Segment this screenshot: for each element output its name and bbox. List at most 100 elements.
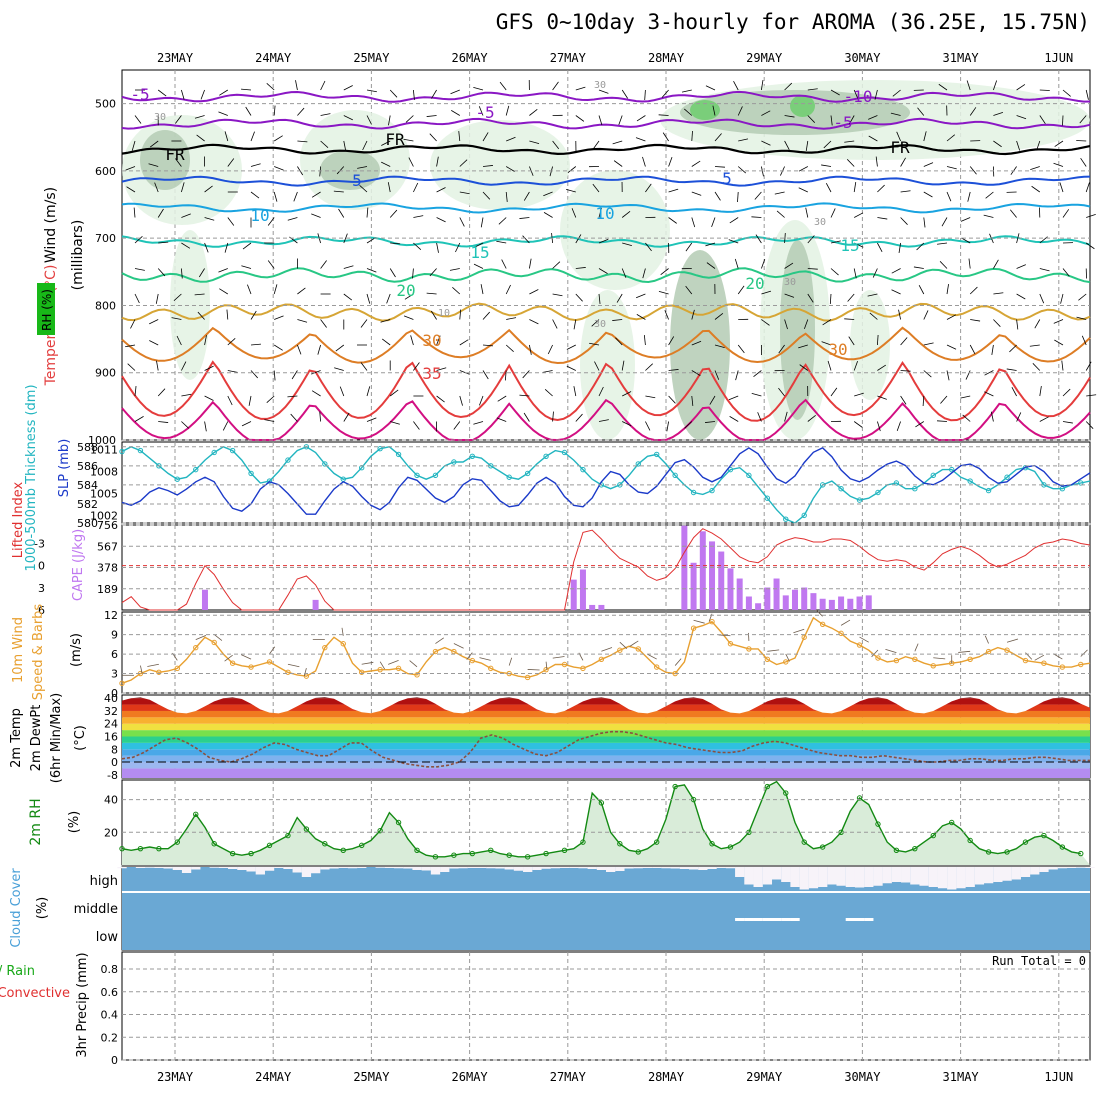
wind-barb — [1039, 416, 1049, 422]
wind-barb — [204, 217, 215, 221]
wind-barb — [898, 309, 901, 320]
rh2m-point — [395, 819, 402, 826]
wind-speed-point — [1041, 660, 1047, 666]
wind-barb — [200, 89, 205, 100]
cape-tick: 189 — [97, 583, 118, 596]
thickness-point — [469, 453, 476, 459]
cape-bar — [727, 568, 734, 610]
isotherm-line — [121, 90, 1091, 103]
wind-barb — [388, 115, 391, 126]
wind-barb — [807, 115, 816, 123]
wind-barb — [482, 370, 489, 380]
rh2m-point — [635, 849, 641, 855]
wind-tick: 6 — [111, 648, 118, 661]
rh2m-point — [358, 842, 365, 849]
wind-barb — [705, 85, 716, 91]
thickness-point — [414, 472, 420, 479]
ylabel-units: (millibars) — [70, 220, 86, 291]
wind-barb-10m — [1034, 654, 1045, 661]
cloud-high-gap — [735, 867, 745, 877]
wind-barb — [830, 89, 840, 96]
temp-band — [122, 698, 1090, 705]
wind-barb — [877, 242, 883, 253]
thickness-point — [266, 478, 273, 484]
cloud-high-gap — [1066, 867, 1077, 868]
wind-barb — [645, 363, 653, 371]
cape-bar — [312, 599, 319, 610]
cloud-high-gap — [301, 867, 312, 877]
wind-barb — [807, 88, 818, 91]
wind-barb — [807, 293, 814, 303]
wind-barb — [343, 265, 354, 269]
isotherm-line — [121, 175, 1091, 187]
wind-barb — [961, 237, 971, 244]
wind-barb — [436, 367, 447, 371]
rh2m-point — [819, 844, 826, 850]
wind-barb — [505, 344, 514, 352]
wind-barb — [891, 289, 901, 295]
ylabel-temp-units: (°C) — [73, 725, 88, 751]
wind-speed-point — [211, 639, 217, 646]
wind-speed-point — [1004, 647, 1010, 653]
date-label-bottom: 25MAY — [353, 1070, 390, 1084]
wind-barb — [751, 393, 762, 397]
wind-barb — [453, 421, 461, 430]
wind-barb-10m — [140, 665, 143, 674]
cloud-high-gap — [449, 867, 459, 869]
wind-barb-10m — [508, 657, 513, 666]
cape-bar — [589, 604, 596, 610]
wind-barb — [1016, 115, 1027, 120]
contour-label: 30 — [422, 331, 441, 350]
wind-barb-10m — [269, 646, 276, 655]
wind-barb — [598, 419, 609, 422]
wind-barb — [853, 89, 859, 100]
wind-barb — [937, 242, 948, 245]
wind-barb — [405, 115, 414, 123]
contour-label: 10 — [595, 204, 614, 223]
wind-barb — [519, 217, 530, 219]
cape-bar — [699, 531, 706, 610]
wind-speed-point — [617, 647, 623, 653]
precip-tick: 0.2 — [101, 1031, 119, 1044]
rh2m-point — [580, 839, 586, 845]
wind-speed-point — [783, 659, 789, 665]
wind-barb — [645, 395, 656, 399]
cloud-high-gap — [910, 867, 920, 885]
wind-barb-10m — [527, 669, 540, 671]
temp-band — [122, 768, 1090, 778]
thickness-point — [248, 470, 254, 477]
wind-barb — [176, 335, 182, 346]
wind-barb — [412, 268, 414, 279]
wind-barb — [496, 240, 507, 244]
wind-barb — [473, 87, 484, 91]
wind-barb — [134, 115, 142, 124]
temp-band — [122, 736, 1090, 743]
thickness-point — [856, 497, 863, 503]
ylabel-lifted-index: Lifted Index — [11, 481, 26, 558]
wind-barb — [612, 140, 623, 145]
cloud-high-gap — [716, 867, 726, 868]
ylabel-minmax: (6hr Min/Max) — [49, 693, 64, 783]
wind-barb — [761, 319, 770, 326]
wind-barb — [311, 191, 321, 198]
thickness-point — [930, 472, 936, 479]
wind-barb — [877, 184, 885, 193]
thickness-point — [838, 485, 844, 492]
wind-barb — [264, 419, 275, 422]
wind-barb — [807, 415, 816, 422]
temp-tick: 32 — [104, 705, 118, 718]
thickness-tick: 584 — [77, 479, 98, 492]
wind-barb — [181, 393, 192, 397]
wind-barb — [496, 417, 507, 422]
wind-barb — [343, 233, 348, 244]
wind-barb-10m — [453, 643, 464, 649]
wind-barb — [594, 361, 600, 371]
cloud-high-gap — [818, 867, 828, 887]
wind-barb — [403, 315, 414, 320]
lifted-tick: 3 — [38, 582, 45, 595]
wind-barb — [552, 140, 560, 150]
wind-speed-point — [488, 665, 494, 672]
rh2m-point — [248, 850, 254, 857]
wind-speed-point — [893, 657, 900, 664]
thickness-point — [432, 472, 439, 479]
